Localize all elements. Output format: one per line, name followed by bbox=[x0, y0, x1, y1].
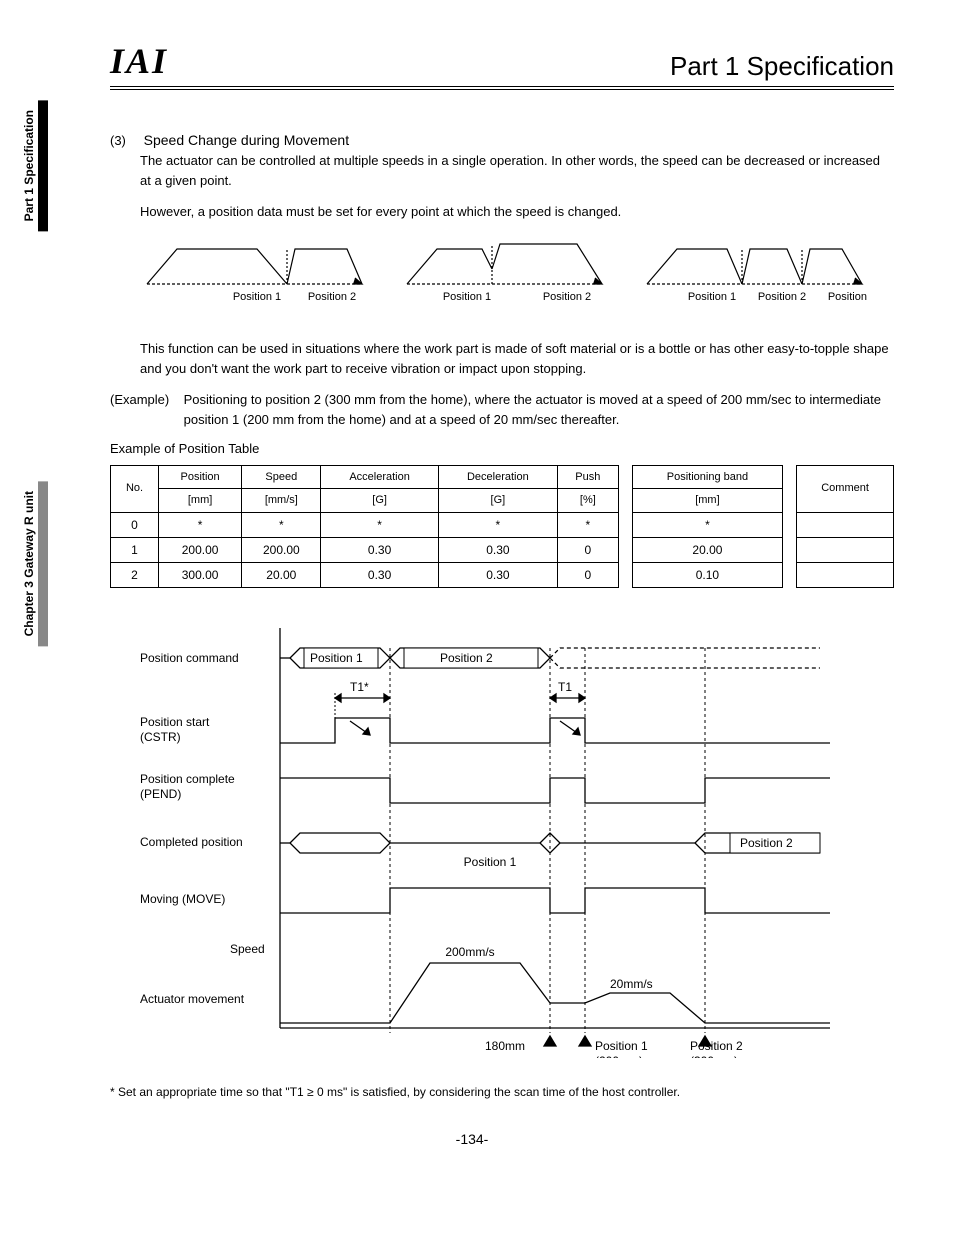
side-tabs: Part 1 Specification Chapter 3 Gateway R… bbox=[20, 100, 42, 897]
svg-text:Position 2: Position 2 bbox=[740, 836, 793, 850]
side-tab-part1: Part 1 Specification bbox=[20, 100, 48, 231]
table-row: 1 200.00 200.00 0.30 0.30 0 20.00 bbox=[111, 537, 894, 562]
u-speed: [mm/s] bbox=[242, 489, 321, 513]
lbl-pos-start: Position start bbox=[140, 715, 210, 729]
th-comment: Comment bbox=[797, 465, 894, 512]
example-block: (Example) Positioning to position 2 (300… bbox=[110, 390, 894, 429]
th-position: Position bbox=[159, 465, 242, 489]
page-title: Part 1 Specification bbox=[670, 51, 894, 82]
side-tab-chapter3: Chapter 3 Gateway R unit bbox=[20, 481, 48, 646]
d3-pos1: Position 1 bbox=[688, 291, 736, 303]
lbl-moving: Moving (MOVE) bbox=[140, 892, 225, 906]
timing-diagram: Position command Position start (CSTR) P… bbox=[110, 618, 894, 1064]
example-label: (Example) bbox=[110, 390, 180, 410]
lbl-cstr: (CSTR) bbox=[140, 730, 181, 744]
table-row: 0 * * * * * * bbox=[111, 512, 894, 537]
mark-p1-mm: (200mm) bbox=[595, 1054, 643, 1058]
table-units-row: [mm] [mm/s] [G] [G] [%] [mm] bbox=[111, 489, 894, 513]
svg-text:Position 1: Position 1 bbox=[310, 651, 363, 665]
footnote: * Set an appropriate time so that "T1 ≥ … bbox=[110, 1083, 894, 1101]
position-table: No. Position Speed Acceleration Decelera… bbox=[110, 465, 894, 588]
th-no: No. bbox=[111, 465, 159, 512]
th-band: Positioning band bbox=[632, 465, 782, 489]
table-header-row: No. Position Speed Acceleration Decelera… bbox=[111, 465, 894, 489]
d1-pos2: Position 2 bbox=[308, 291, 356, 303]
logo: IAI bbox=[110, 40, 168, 82]
mark-p2-mm: (300mm) bbox=[690, 1054, 738, 1058]
page-number: -134- bbox=[50, 1131, 894, 1147]
para-2: However, a position data must be set for… bbox=[140, 202, 894, 222]
d3-pos3: Position 3 bbox=[828, 291, 867, 303]
speed-profile-diagrams: Position 1 Position 2 Position 1 Positio… bbox=[110, 234, 894, 320]
lbl-speed: Speed bbox=[230, 942, 265, 956]
t1: T1 bbox=[558, 680, 572, 694]
table-row: 2 300.00 20.00 0.30 0.30 0 0.10 bbox=[111, 562, 894, 587]
u-position: [mm] bbox=[159, 489, 242, 513]
u-decel: [G] bbox=[438, 489, 557, 513]
mark-p1: Position 1 bbox=[595, 1039, 648, 1053]
mark-p2: Position 2 bbox=[690, 1039, 743, 1053]
th-speed: Speed bbox=[242, 465, 321, 489]
u-push: [%] bbox=[557, 489, 618, 513]
d1-pos1: Position 1 bbox=[233, 291, 281, 303]
para-3: This function can be used in situations … bbox=[140, 339, 894, 378]
para-1: The actuator can be controlled at multip… bbox=[140, 151, 894, 190]
section-heading: (3) Speed Change during Movement bbox=[110, 130, 894, 151]
lbl-pos-cmd: Position command bbox=[140, 651, 239, 665]
lbl-pos-complete: Position complete bbox=[140, 772, 235, 786]
content: (3) Speed Change during Movement The act… bbox=[110, 130, 894, 1101]
mark180: 180mm bbox=[485, 1039, 525, 1053]
u-accel: [G] bbox=[321, 489, 438, 513]
speed1: 200mm/s bbox=[445, 945, 494, 959]
speed2: 20mm/s bbox=[610, 977, 653, 991]
t1-star: T1* bbox=[350, 680, 369, 694]
d2-pos1: Position 1 bbox=[443, 291, 491, 303]
section-number: (3) bbox=[110, 131, 140, 151]
d2-pos2: Position 2 bbox=[543, 291, 591, 303]
lbl-pend: (PEND) bbox=[140, 787, 181, 801]
th-accel: Acceleration bbox=[321, 465, 438, 489]
u-band: [mm] bbox=[632, 489, 782, 513]
th-decel: Deceleration bbox=[438, 465, 557, 489]
lbl-actuator: Actuator movement bbox=[140, 992, 245, 1006]
page-header: IAI Part 1 Specification bbox=[110, 40, 894, 90]
table-caption: Example of Position Table bbox=[110, 439, 894, 459]
lbl-comp-pos: Completed position bbox=[140, 835, 243, 849]
section-title: Speed Change during Movement bbox=[144, 132, 349, 148]
comp-pos1: Position 1 bbox=[464, 855, 517, 869]
th-push: Push bbox=[557, 465, 618, 489]
example-text: Positioning to position 2 (300 mm from t… bbox=[184, 390, 888, 429]
d3-pos2: Position 2 bbox=[758, 291, 806, 303]
svg-text:Position 2: Position 2 bbox=[440, 651, 493, 665]
